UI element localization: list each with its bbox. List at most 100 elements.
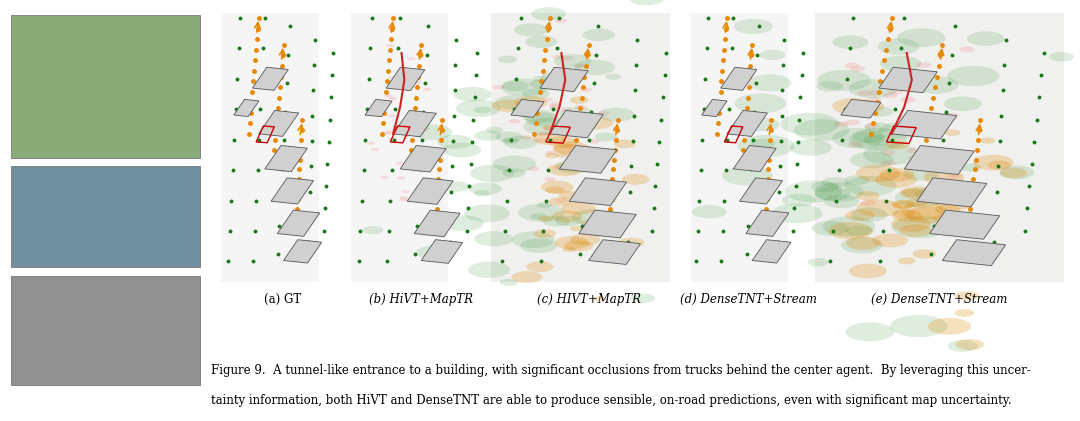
Bar xyxy=(511,99,544,117)
Circle shape xyxy=(934,195,974,210)
Circle shape xyxy=(395,162,404,165)
Circle shape xyxy=(570,234,600,245)
Bar xyxy=(256,126,274,143)
Circle shape xyxy=(622,174,649,185)
Bar xyxy=(550,110,604,138)
Text: (a) GT: (a) GT xyxy=(265,293,301,306)
Circle shape xyxy=(864,123,879,129)
Circle shape xyxy=(374,111,382,114)
Circle shape xyxy=(923,169,964,185)
Circle shape xyxy=(400,198,408,201)
FancyBboxPatch shape xyxy=(221,13,319,282)
Circle shape xyxy=(541,181,573,194)
Circle shape xyxy=(509,119,521,124)
Circle shape xyxy=(402,79,410,83)
Circle shape xyxy=(789,139,832,156)
Circle shape xyxy=(967,31,1004,46)
Circle shape xyxy=(845,63,860,69)
Circle shape xyxy=(895,188,945,208)
Circle shape xyxy=(823,216,876,237)
Circle shape xyxy=(531,7,566,21)
Circle shape xyxy=(420,128,429,131)
Circle shape xyxy=(522,110,555,123)
Circle shape xyxy=(833,128,885,149)
Circle shape xyxy=(486,126,503,133)
Circle shape xyxy=(575,105,586,109)
Text: (b) HiVT+MapTR: (b) HiVT+MapTR xyxy=(369,293,473,306)
Circle shape xyxy=(500,279,517,286)
Circle shape xyxy=(470,165,514,182)
Circle shape xyxy=(537,131,549,136)
Circle shape xyxy=(555,160,591,173)
Circle shape xyxy=(886,140,908,149)
Circle shape xyxy=(723,166,773,186)
Bar xyxy=(720,67,757,91)
Circle shape xyxy=(900,224,932,237)
Circle shape xyxy=(846,236,881,250)
Circle shape xyxy=(525,112,561,126)
Circle shape xyxy=(521,135,532,140)
Circle shape xyxy=(474,107,491,113)
Circle shape xyxy=(562,144,573,149)
Circle shape xyxy=(414,81,421,84)
Circle shape xyxy=(538,216,553,221)
Circle shape xyxy=(559,121,571,126)
Circle shape xyxy=(474,190,490,197)
Circle shape xyxy=(901,186,933,199)
Circle shape xyxy=(828,222,873,239)
Circle shape xyxy=(877,38,919,55)
FancyBboxPatch shape xyxy=(691,13,788,282)
Circle shape xyxy=(932,115,948,121)
Circle shape xyxy=(945,130,960,136)
Bar xyxy=(540,67,589,92)
Circle shape xyxy=(631,293,654,303)
Circle shape xyxy=(864,122,891,133)
Circle shape xyxy=(512,271,542,283)
Circle shape xyxy=(897,28,946,47)
Circle shape xyxy=(388,97,396,100)
Circle shape xyxy=(1049,52,1074,61)
Circle shape xyxy=(907,148,922,154)
Circle shape xyxy=(896,115,912,122)
Bar xyxy=(569,178,626,205)
Circle shape xyxy=(841,237,883,253)
Circle shape xyxy=(468,261,510,278)
Circle shape xyxy=(934,205,961,215)
Circle shape xyxy=(845,225,874,237)
Circle shape xyxy=(824,195,859,208)
Circle shape xyxy=(521,238,557,253)
Circle shape xyxy=(492,99,525,112)
Circle shape xyxy=(960,163,982,172)
Circle shape xyxy=(362,226,383,234)
Circle shape xyxy=(613,139,636,148)
Circle shape xyxy=(382,131,390,135)
Text: (e) DenseTNT+Stream: (e) DenseTNT+Stream xyxy=(872,293,1008,306)
Bar xyxy=(415,210,460,237)
Bar xyxy=(579,210,636,238)
Circle shape xyxy=(537,202,552,208)
Circle shape xyxy=(534,229,556,238)
Circle shape xyxy=(867,90,882,96)
Circle shape xyxy=(846,210,874,221)
Circle shape xyxy=(893,67,908,73)
Circle shape xyxy=(903,167,940,181)
Circle shape xyxy=(437,135,473,149)
Circle shape xyxy=(914,76,959,93)
Circle shape xyxy=(552,77,564,82)
Circle shape xyxy=(548,163,582,176)
Circle shape xyxy=(973,155,1013,171)
Circle shape xyxy=(987,160,1011,170)
Bar xyxy=(840,99,881,118)
Circle shape xyxy=(856,199,902,217)
Circle shape xyxy=(569,96,589,104)
Text: (d) DenseTNT+Stream: (d) DenseTNT+Stream xyxy=(680,293,816,306)
Circle shape xyxy=(542,125,554,130)
Circle shape xyxy=(575,60,616,75)
Circle shape xyxy=(552,210,582,222)
Bar xyxy=(393,110,436,137)
Circle shape xyxy=(530,213,546,220)
Text: tainty information, both HiVT and DenseTNT are able to produce sensible, on-road: tainty information, both HiVT and DenseT… xyxy=(211,394,1011,407)
Circle shape xyxy=(944,96,982,111)
Circle shape xyxy=(502,168,526,178)
Circle shape xyxy=(947,66,999,86)
